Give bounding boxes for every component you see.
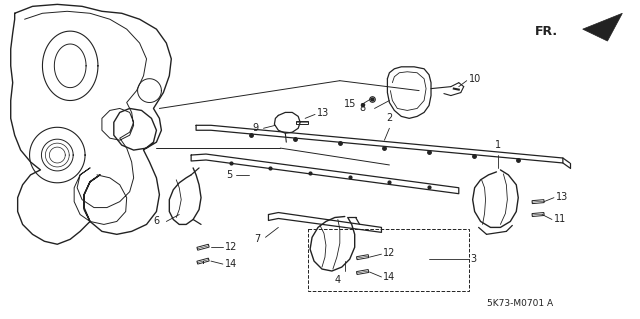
Text: 6: 6 (154, 217, 159, 226)
Text: 7: 7 (254, 234, 260, 244)
Polygon shape (356, 255, 369, 260)
Text: ●: ● (356, 102, 365, 107)
Bar (308, 229, 468, 291)
Text: 1: 1 (495, 140, 502, 150)
Text: 9: 9 (252, 123, 259, 133)
Text: 12: 12 (225, 242, 237, 252)
Text: 3: 3 (470, 254, 477, 264)
Text: 11: 11 (554, 214, 566, 225)
Polygon shape (296, 121, 308, 124)
Text: 14: 14 (225, 259, 237, 269)
Polygon shape (532, 212, 544, 217)
Polygon shape (197, 244, 209, 250)
Text: 5: 5 (227, 170, 233, 180)
Polygon shape (582, 13, 622, 41)
Text: 8: 8 (360, 103, 365, 114)
Text: 5K73-M0701 A: 5K73-M0701 A (486, 299, 553, 308)
Text: FR.: FR. (535, 25, 558, 38)
Text: 12: 12 (383, 248, 396, 258)
Text: 13: 13 (317, 108, 329, 118)
Polygon shape (356, 270, 369, 275)
Text: 13: 13 (556, 192, 568, 202)
Polygon shape (197, 258, 209, 264)
Text: 2: 2 (387, 113, 392, 123)
Text: 15: 15 (344, 100, 356, 109)
Polygon shape (532, 200, 544, 204)
Text: 10: 10 (468, 74, 481, 84)
Text: 14: 14 (383, 272, 396, 282)
Text: 4: 4 (335, 275, 341, 285)
